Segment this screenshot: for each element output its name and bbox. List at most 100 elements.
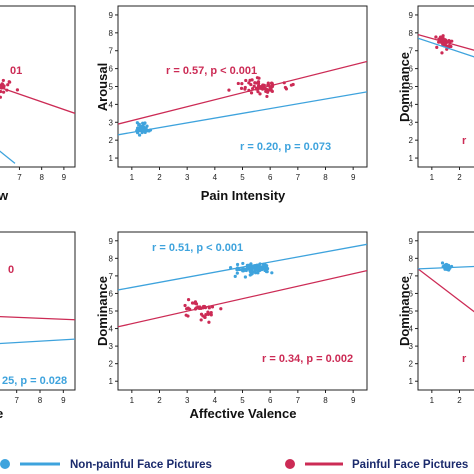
regression-line-painful [0,86,75,114]
data-point-nonpainful [255,267,259,271]
data-point-nonpainful [137,133,142,137]
data-point-painful [258,92,262,96]
stat-annotation-painful: r [462,135,467,147]
y-tick-label: 5 [109,307,114,316]
stat-annotation-nonpainful: r = 0.51, p < 0.001 [152,242,243,254]
panel-top-left: 7 8 9 01 w [0,5,76,203]
data-point-painful [435,45,439,49]
x-tick-label: 1 [430,173,435,182]
x-tick-label: 7 [296,173,301,182]
stat-annotation-painful: r = 0.57, p < 0.001 [166,65,257,77]
regression-line-nonpainful [418,37,474,58]
x-tick-label: 4 [213,173,218,182]
y-tick-label: 8 [109,29,114,38]
panel-bottom-left: 7 8 9 0 25, p = 0.028 ce [0,231,76,421]
x-tick-label: 2 [157,173,162,182]
data-point-painful [440,51,444,55]
data-point-nonpainful [263,268,267,273]
x-tick-label: 8 [323,173,328,182]
plot-frame [0,231,76,391]
y-axis-label: Dominance [95,276,110,346]
data-point-painful [207,320,211,324]
data-point-nonpainful [145,124,149,128]
x-tick-label: 3 [185,396,190,405]
legend-nonpainful-label: Non-painful Face Pictures [70,459,212,471]
y-tick-label: 9 [109,11,114,20]
data-point-painful [239,86,244,90]
y-tick-label: 5 [409,83,414,92]
x-axis-label: w [0,188,9,203]
x-tick-label: 8 [39,173,44,182]
data-point-nonpainful [135,121,139,125]
data-point-nonpainful [233,274,237,278]
data-point-painful [186,298,191,302]
y-tick-label: 1 [409,377,414,386]
data-point-nonpainful [235,271,239,275]
data-point-painful [256,81,261,86]
data-point-nonpainful [235,262,240,267]
data-point-nonpainful [135,126,140,130]
data-point-painful [219,307,223,311]
y-tick-label: 7 [109,272,114,281]
y-tick-label: 8 [409,254,414,263]
data-point-nonpainful [249,262,253,266]
legend: Non-painful Face Pictures Painful Face P… [0,459,468,471]
legend-painful-label: Painful Face Pictures [352,459,468,471]
regression-line-painful [0,315,75,321]
plot-area [118,243,367,328]
panel-top-right: 1 2 1 2 3 4 5 6 7 8 9 r Dominance [397,5,474,182]
data-point-painful [450,39,454,43]
stat-annotation-painful: r [462,353,467,365]
data-point-painful [250,78,254,82]
plot-frame [417,231,474,391]
data-point-painful [199,318,203,322]
x-tick-label: 7 [14,396,19,405]
y-tick-label: 9 [409,237,414,246]
data-point-painful [1,78,5,83]
data-point-painful [439,35,443,39]
data-point-painful [249,91,254,95]
y-tick-label: 2 [109,360,114,369]
data-point-nonpainful [250,266,254,271]
data-point-painful [243,85,247,90]
data-point-painful [227,88,231,92]
x-tick-label: 8 [38,396,43,405]
y-axis-label: Dominance [397,276,412,346]
y-tick-label: 2 [409,136,414,145]
x-tick-label: 7 [296,396,301,405]
regression-line-nonpainful [0,150,16,164]
data-point-nonpainful [444,263,448,267]
x-axis-label: ce [0,406,3,421]
y-tick-label: 9 [409,11,414,20]
data-point-painful [247,81,251,85]
stat-annotation-painful: r = 0.34, p = 0.002 [262,353,353,365]
y-tick-label: 1 [109,377,114,386]
data-point-nonpainful [244,268,248,273]
data-point-painful [192,301,197,305]
data-point-nonpainful [270,271,274,275]
data-point-painful [443,43,447,47]
regression-line-nonpainful [0,338,75,345]
data-point-painful [434,35,438,39]
data-point-painful [6,83,10,87]
data-point-painful [284,87,288,91]
y-tick-label: 4 [109,325,114,334]
data-point-painful [252,84,256,88]
y-tick-label: 3 [109,118,114,127]
data-point-painful [256,90,260,94]
data-point-painful [206,312,210,316]
data-point-painful [240,82,244,86]
y-tick-label: 5 [409,307,414,316]
y-tick-label: 3 [109,342,114,351]
panel-bottom-center: 1 2 3 4 5 6 7 8 9 1 2 3 4 5 6 7 8 9 r = 0.51, p < 0.001 r =… [95,231,368,421]
data-point-painful [441,34,445,38]
x-axis-label: Pain Intensity [201,188,286,203]
stat-annotation-nonpainful: r = 0.20, p = 0.073 [240,141,331,153]
data-point-nonpainful [256,271,260,275]
data-point-painful [7,80,11,84]
data-point-painful [209,310,213,315]
data-point-painful [253,81,257,85]
y-tick-label: 6 [409,289,414,298]
y-tick-label: 4 [409,100,414,109]
